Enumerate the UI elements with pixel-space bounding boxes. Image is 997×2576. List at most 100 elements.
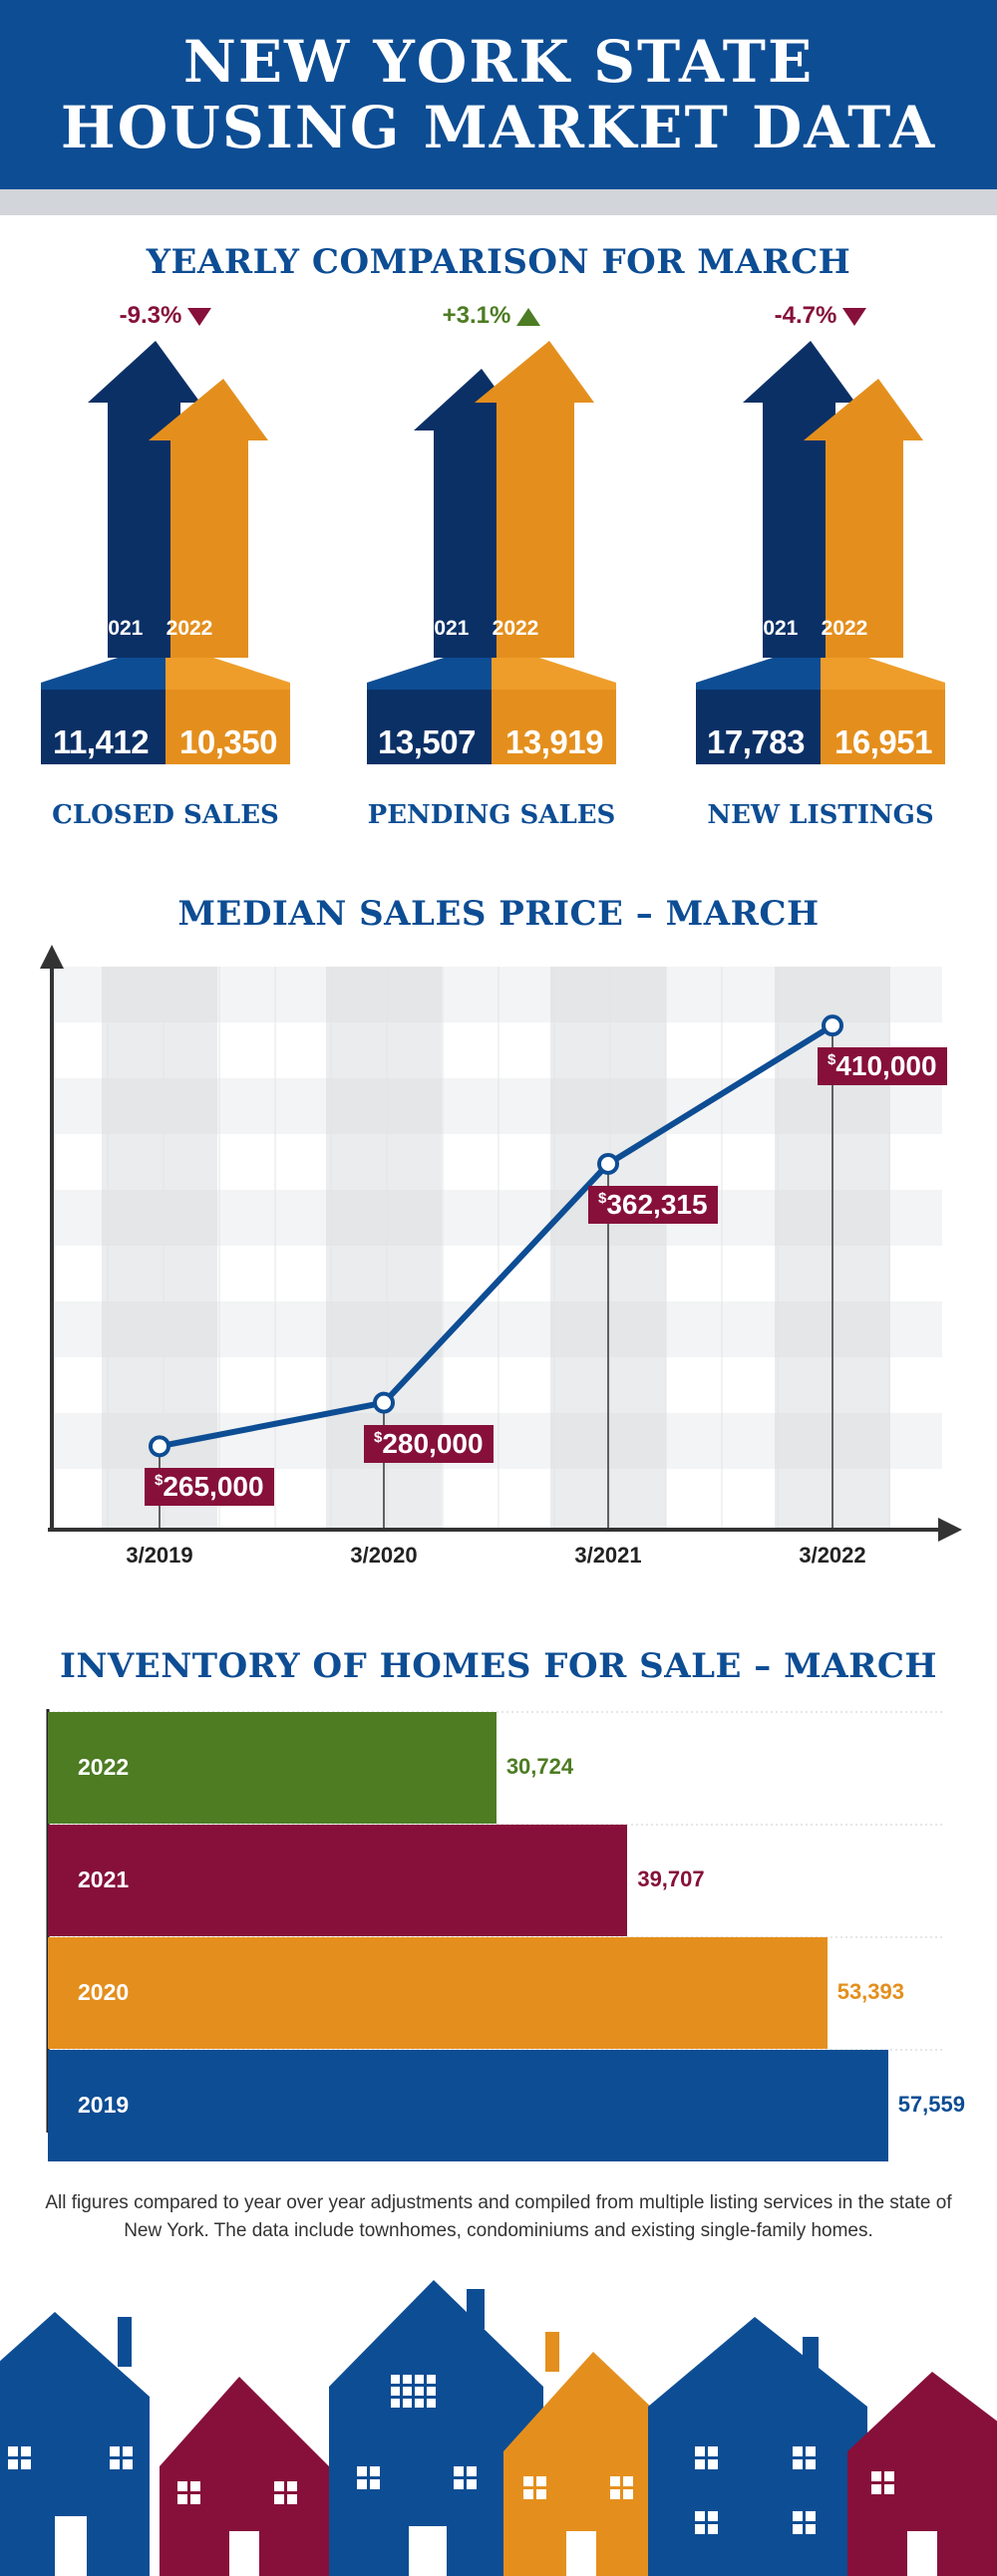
metric-2-year-b: 2022: [821, 617, 868, 640]
metric-2-value-b: 16,951: [834, 723, 932, 760]
currency-symbol: $: [374, 1428, 383, 1446]
window: [415, 2399, 424, 2408]
grid-row-band: [52, 1301, 942, 1357]
window: [623, 2476, 633, 2486]
footnote: All figures compared to year over year a…: [45, 2192, 952, 2241]
window: [287, 2481, 297, 2491]
metric-2-change: -4.7%: [721, 302, 920, 330]
grid-row-band: [52, 1246, 942, 1301]
window: [793, 2446, 803, 2456]
window: [454, 2479, 464, 2489]
x-tick-label: 3/2020: [350, 1543, 418, 1568]
grid-row-band: [52, 967, 942, 1022]
grid-row-band: [52, 1357, 942, 1413]
window: [427, 2387, 436, 2396]
window: [21, 2459, 31, 2469]
window: [21, 2446, 31, 2456]
metric-1-change: +3.1%: [392, 302, 591, 330]
window: [610, 2476, 620, 2486]
x-tick-label: 3/2022: [799, 1543, 866, 1568]
metric-0-year-b: 2022: [166, 617, 213, 640]
inventory-bar-2020: [48, 1937, 828, 2049]
house-maroon-left: [160, 2377, 329, 2576]
metric-0-base-2021: [41, 658, 166, 690]
x-tick-label: 3/2019: [126, 1543, 193, 1568]
window: [123, 2446, 133, 2456]
metric-1-year-b: 2022: [492, 617, 539, 640]
window: [357, 2479, 367, 2489]
window: [523, 2476, 533, 2486]
window: [708, 2524, 718, 2534]
bar-value-label: 39,707: [637, 1866, 705, 1891]
grid-row-band: [52, 1190, 942, 1246]
metric-2-base-2022: [821, 658, 945, 690]
median-price-line: [159, 1022, 834, 1450]
price-amount: 265,000: [163, 1471, 264, 1503]
window: [123, 2459, 133, 2469]
x-tick-label: 3/2021: [574, 1543, 642, 1568]
window: [370, 2479, 380, 2489]
window: [793, 2524, 803, 2534]
metric-0-value-a: 11,412: [52, 723, 150, 760]
metric-0-change: -9.3%: [66, 302, 265, 330]
yearly-arrows-graphic: [41, 341, 945, 764]
window: [427, 2399, 436, 2408]
bar-category-label: 2019: [78, 2092, 130, 2118]
door: [566, 2531, 596, 2576]
price-data-label: $265,000: [145, 1468, 274, 1507]
data-point-3/2019: [149, 1435, 170, 1458]
window: [536, 2476, 546, 2486]
window: [884, 2471, 894, 2481]
metric-2-year-a: 2021: [751, 617, 799, 640]
inventory-bar-2019: [48, 2050, 888, 2161]
data-point-3/2021: [597, 1152, 619, 1175]
window: [610, 2489, 620, 2499]
metric-1-box-2022: [492, 690, 616, 764]
window: [806, 2446, 816, 2456]
triangle-down-icon: [187, 307, 212, 326]
bar-value-label: 57,559: [897, 2092, 965, 2117]
door: [55, 2516, 87, 2576]
window: [403, 2399, 412, 2408]
window: [523, 2489, 533, 2499]
currency-symbol: $: [155, 1472, 164, 1490]
metric-1-value-a: 13,507: [378, 723, 476, 760]
metric-2-label: NEW LISTINGS: [707, 800, 934, 830]
metric-1-base-2022: [492, 658, 616, 690]
header-title-line2: HOUSING MARKET DATA: [60, 94, 937, 161]
median-price-title: MEDIAN SALES PRICE – MARCH: [177, 894, 820, 934]
window: [708, 2446, 718, 2456]
window: [871, 2484, 881, 2494]
bar-value-label: 30,724: [505, 1754, 574, 1779]
metric-1-box-2021: [367, 690, 492, 764]
data-point-3/2020: [373, 1391, 395, 1414]
metric-2-arrow-2022: [804, 379, 923, 658]
metric-2-value-a: 17,783: [707, 723, 805, 760]
window: [8, 2446, 18, 2456]
bar-value-label: 53,393: [836, 1979, 904, 2004]
chimney: [803, 2337, 819, 2377]
metric-1-value-b: 13,919: [505, 723, 603, 760]
metric-0-change-text: -9.3%: [119, 302, 182, 329]
metric-0-base-2022: [166, 658, 290, 690]
window: [708, 2511, 718, 2521]
window: [190, 2494, 200, 2504]
price-amount: 410,000: [835, 1050, 937, 1082]
window: [695, 2511, 705, 2521]
inventory-bar-2022: [48, 1712, 497, 1824]
header-banner: NEW YORK STATE HOUSING MARKET DATA: [0, 0, 997, 189]
window: [536, 2489, 546, 2499]
window: [370, 2466, 380, 2476]
metric-1-label: PENDING SALES: [367, 800, 616, 830]
metric-1-arrow-2022: [475, 341, 594, 658]
window: [274, 2481, 284, 2491]
window: [391, 2399, 400, 2408]
window: [415, 2375, 424, 2384]
window: [884, 2484, 894, 2494]
window: [695, 2446, 705, 2456]
bar-category-label: 2021: [78, 1866, 130, 1892]
window: [806, 2511, 816, 2521]
inventory-title: INVENTORY OF HOMES FOR SALE – MARCH: [59, 1646, 938, 1686]
metric-2-change-text: -4.7%: [774, 302, 837, 329]
median-price-line-chart: [40, 945, 962, 1542]
